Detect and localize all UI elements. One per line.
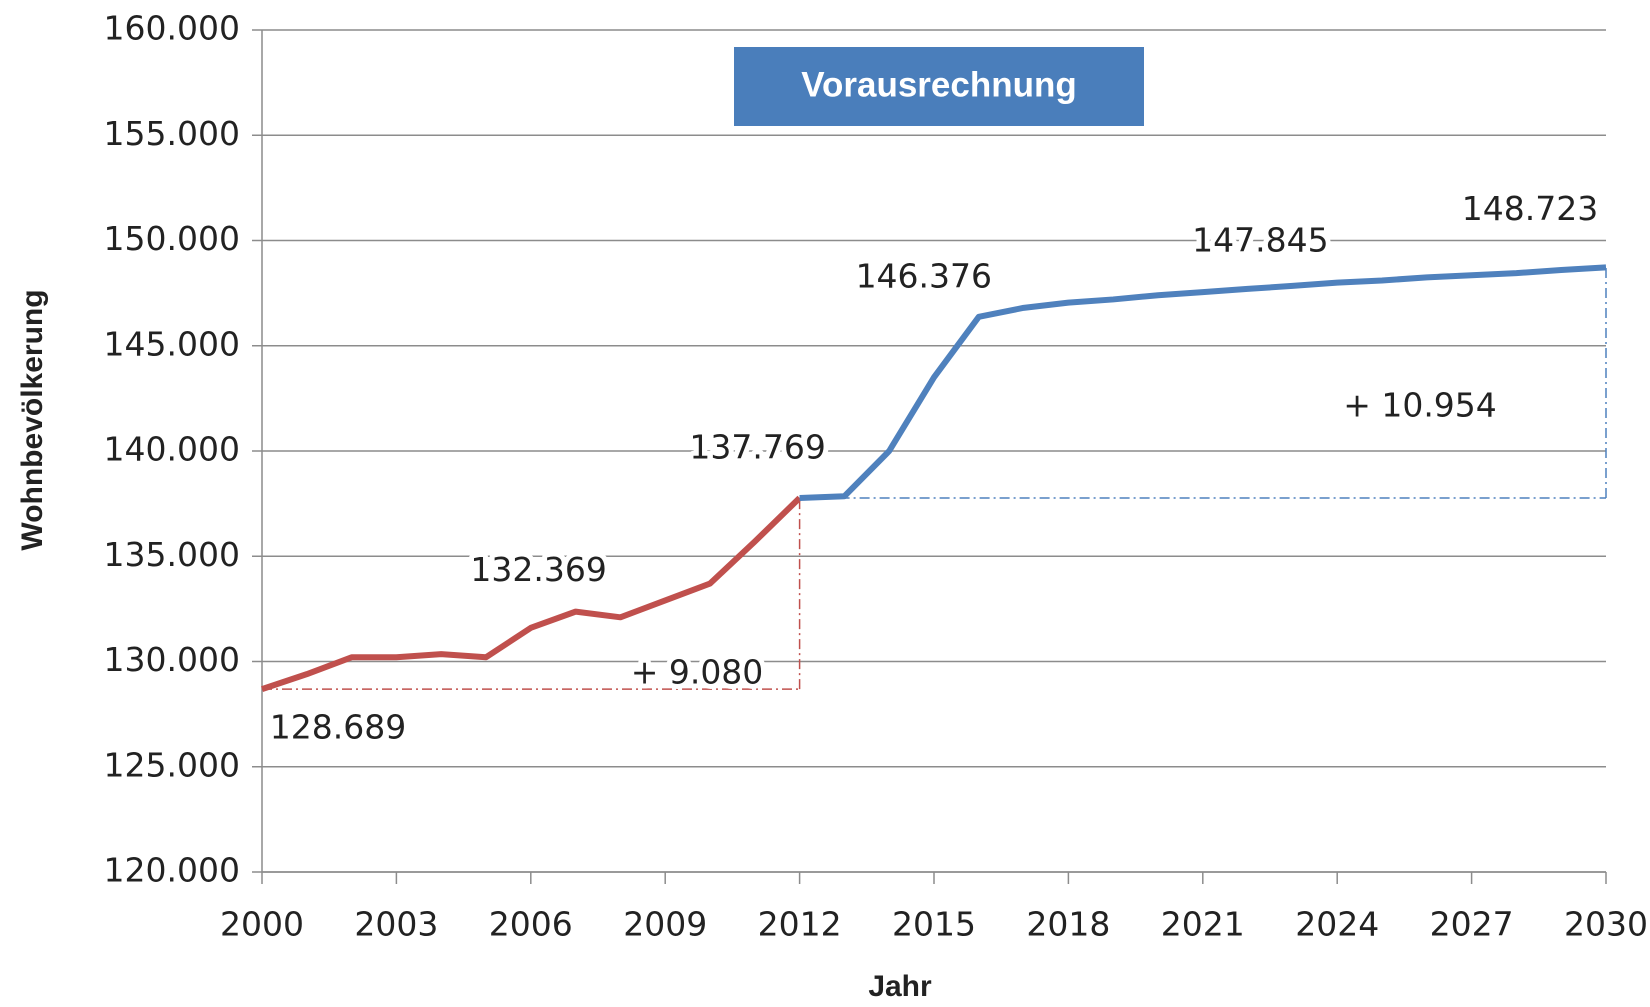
y-tick-label: 155.000 [104, 114, 240, 153]
x-tick-label: 2012 [758, 905, 842, 944]
series-line [261, 495, 802, 692]
series-line [799, 264, 1607, 501]
y-tick-label: 140.000 [104, 430, 240, 469]
x-tick-label: 2015 [892, 905, 976, 944]
annotation: + 9.080 [631, 653, 764, 692]
value-label: 147.845 [1192, 220, 1328, 259]
value-label: 146.376 [856, 256, 992, 295]
value-label: 128.689 [270, 708, 406, 747]
x-tick-label: 2003 [354, 905, 438, 944]
annotation: + 10.954 [1343, 386, 1497, 425]
x-tick-label: 2018 [1026, 905, 1110, 944]
y-tick-label: 135.000 [104, 535, 240, 574]
x-tick-label: 2000 [220, 905, 304, 944]
y-tick-label: 130.000 [104, 640, 240, 679]
y-tick-label: 150.000 [104, 219, 240, 258]
y-tick-label: 125.000 [104, 745, 240, 784]
y-tick-label: 120.000 [104, 851, 240, 890]
x-tick-label: 2021 [1161, 905, 1245, 944]
y-tick-label: 145.000 [104, 324, 240, 363]
x-tick-label: 2009 [623, 905, 707, 944]
annotation: Vorausrechnung [801, 65, 1077, 104]
value-label: 137.769 [689, 427, 825, 466]
x-axis-label: Jahr [868, 970, 932, 1003]
x-tick-label: 2027 [1430, 905, 1514, 944]
y-axis-label: Wohnbevölkerung [16, 289, 49, 550]
value-label: 132.369 [470, 550, 606, 589]
annotation-box [734, 47, 1144, 126]
x-tick-label: 2006 [489, 905, 573, 944]
x-tick-label: 2030 [1564, 905, 1648, 944]
value-label: 148.723 [1462, 189, 1598, 228]
x-tick-label: 2024 [1295, 905, 1379, 944]
y-tick-label: 160.000 [104, 9, 240, 48]
